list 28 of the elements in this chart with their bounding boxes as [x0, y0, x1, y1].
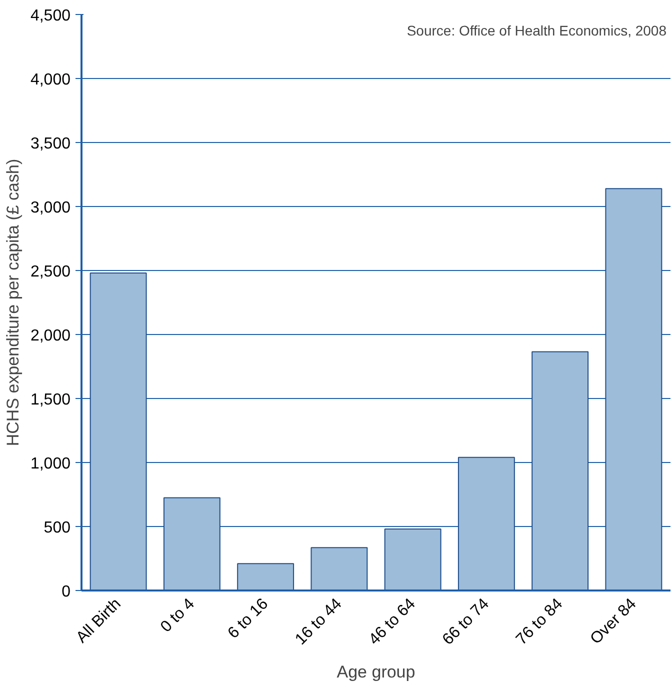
bar [458, 456, 515, 590]
annotation: Source: Office of Health Economics, 2008 [406, 22, 667, 38]
y-tick-label: 4,000 [30, 72, 71, 88]
bar [163, 497, 220, 590]
bar [384, 528, 442, 590]
y-tick-label: 1,000 [30, 456, 71, 472]
y-tick-label: 500 [44, 520, 71, 536]
bar [605, 188, 662, 590]
bar [237, 563, 294, 590]
y-axis-title: HCHS expenditure per capita (£ cash) [3, 158, 22, 446]
bar [532, 351, 589, 590]
x-tick-label: 76 to 84 [513, 595, 566, 648]
bar [90, 272, 147, 590]
y-tick-label: 4,500 [30, 8, 71, 24]
x-tick-label: All Birth [73, 595, 124, 646]
x-tick-label: 66 to 74 [440, 595, 493, 648]
y-tick-label: 0 [62, 584, 71, 600]
x-axis-title: Age group [336, 662, 416, 682]
y-tick-label: 1,500 [30, 392, 71, 408]
x-tick-label: 0 to 4 [158, 595, 198, 636]
x-tick-label: 16 to 44 [292, 595, 346, 648]
x-tick-label: 6 to 16 [224, 595, 272, 642]
y-tick-label: 3,500 [30, 136, 71, 152]
x-tick-label: 46 to 64 [366, 595, 419, 648]
y-tick-label: 2,500 [30, 264, 71, 280]
y-tick-label: 2,000 [30, 328, 71, 344]
y-tick-label: 3,000 [30, 200, 71, 216]
bar [310, 547, 368, 590]
